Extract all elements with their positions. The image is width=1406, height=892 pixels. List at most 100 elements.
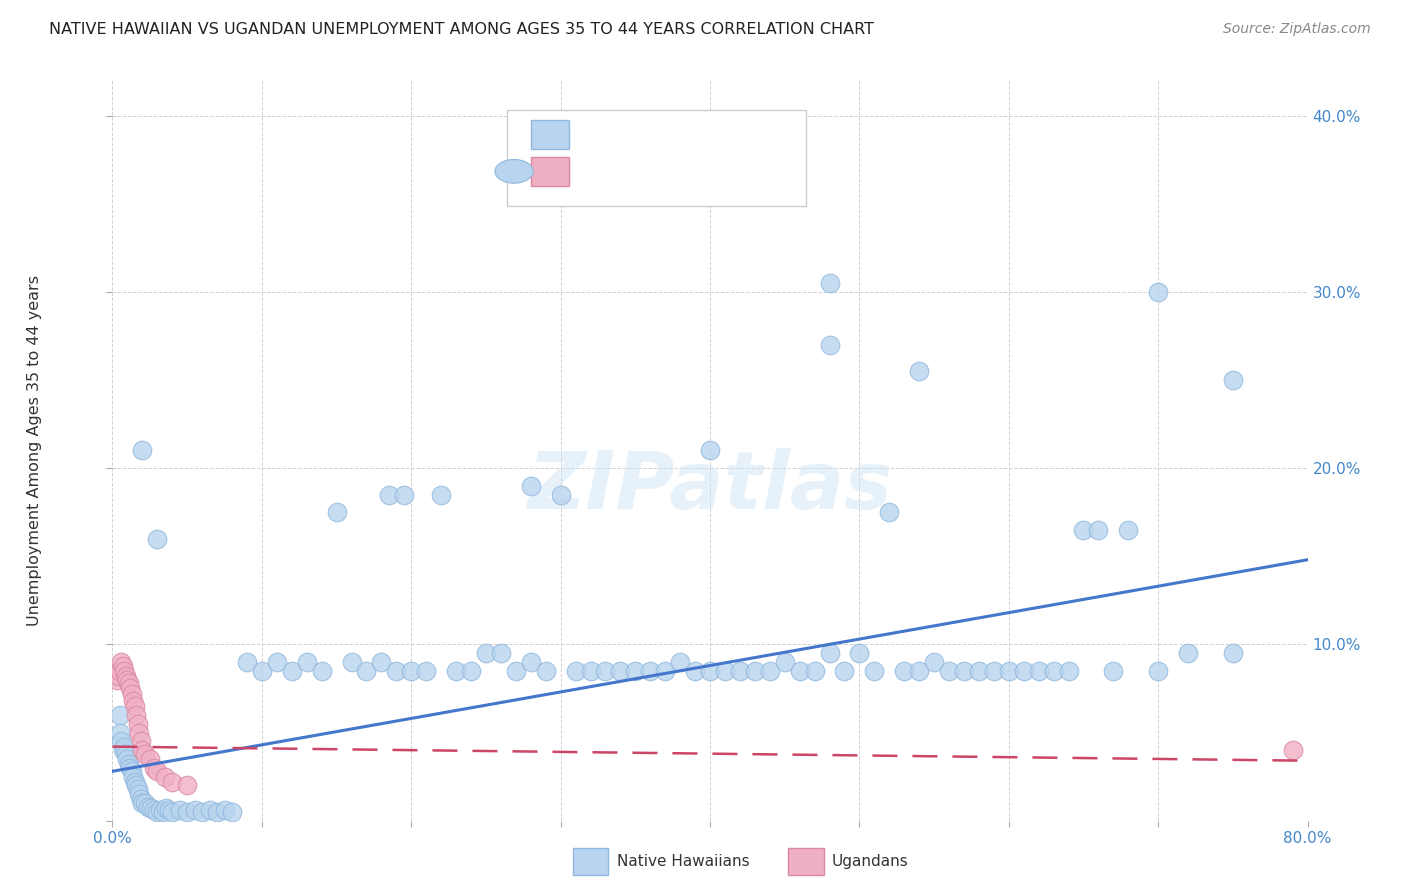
Point [1147, 285, 1170, 299]
Point [146, 532, 169, 546]
Circle shape [495, 160, 533, 183]
Point [579, 664, 602, 678]
Point [146, 764, 169, 779]
Text: Source: ZipAtlas.com: Source: ZipAtlas.com [1223, 22, 1371, 37]
FancyBboxPatch shape [508, 110, 806, 206]
Point [818, 337, 841, 351]
Point [125, 778, 148, 792]
Point [325, 505, 347, 519]
Point [983, 664, 1005, 678]
Text: R =: R = [583, 127, 613, 142]
Point [129, 792, 152, 806]
Point [162, 775, 183, 789]
Point [266, 655, 288, 669]
Point [138, 799, 160, 814]
Point [392, 487, 415, 501]
Point [105, 673, 128, 687]
Point [124, 775, 146, 789]
Point [938, 664, 960, 678]
Point [121, 687, 143, 701]
Point [115, 747, 138, 761]
Point [111, 658, 134, 673]
Point [176, 805, 198, 819]
Point [1042, 664, 1064, 678]
Point [624, 664, 647, 678]
Point [110, 655, 132, 669]
Point [198, 803, 221, 817]
Point [520, 479, 543, 493]
Point [124, 699, 146, 714]
Point [922, 655, 945, 669]
FancyBboxPatch shape [572, 848, 609, 875]
Point [131, 796, 153, 810]
Point [1012, 664, 1035, 678]
Point [1087, 523, 1109, 537]
Point [444, 664, 467, 678]
Point [141, 801, 163, 815]
Point [744, 664, 766, 678]
Point [118, 757, 141, 772]
Point [127, 716, 149, 731]
Point [595, 664, 617, 678]
Point [1222, 373, 1244, 387]
Point [967, 664, 990, 678]
Point [669, 655, 692, 669]
Point [340, 655, 363, 669]
Point [108, 707, 131, 722]
Point [1222, 646, 1244, 660]
Text: 26: 26 [756, 164, 779, 178]
Point [250, 664, 273, 678]
Text: N =: N = [709, 127, 740, 142]
Point [714, 664, 737, 678]
Text: 98: 98 [756, 127, 779, 142]
Point [120, 761, 142, 775]
Point [789, 664, 811, 678]
Point [728, 664, 751, 678]
Point [683, 664, 706, 678]
Point [183, 803, 205, 817]
Point [131, 443, 153, 458]
Point [699, 443, 721, 458]
Point [550, 487, 572, 501]
Point [169, 803, 191, 817]
Point [475, 646, 498, 660]
Point [221, 805, 243, 819]
Point [998, 664, 1021, 678]
Text: N =: N = [709, 164, 740, 178]
Point [295, 655, 318, 669]
Point [108, 725, 131, 739]
Point [356, 664, 378, 678]
Point [953, 664, 976, 678]
Point [125, 707, 148, 722]
Point [1281, 743, 1303, 757]
Point [1057, 664, 1080, 678]
Point [118, 676, 141, 690]
Point [115, 669, 138, 683]
Point [120, 681, 142, 696]
Point [205, 805, 228, 819]
Point [134, 796, 156, 810]
Point [191, 805, 214, 819]
Point [117, 752, 139, 766]
Point [157, 803, 180, 817]
Text: 0.254: 0.254 [634, 127, 685, 142]
Point [122, 694, 145, 708]
Point [117, 673, 139, 687]
Point [110, 734, 132, 748]
Text: ZIPatlas: ZIPatlas [527, 449, 893, 526]
Point [129, 734, 152, 748]
Point [534, 664, 557, 678]
Point [134, 747, 156, 761]
Point [818, 276, 841, 290]
Point [139, 752, 162, 766]
Point [848, 646, 870, 660]
Point [1147, 664, 1170, 678]
Point [818, 646, 841, 660]
Point [834, 664, 856, 678]
Point [1073, 523, 1095, 537]
Point [281, 664, 304, 678]
Point [378, 487, 401, 501]
Point [879, 505, 901, 519]
Point [128, 725, 150, 739]
Point [460, 664, 482, 678]
